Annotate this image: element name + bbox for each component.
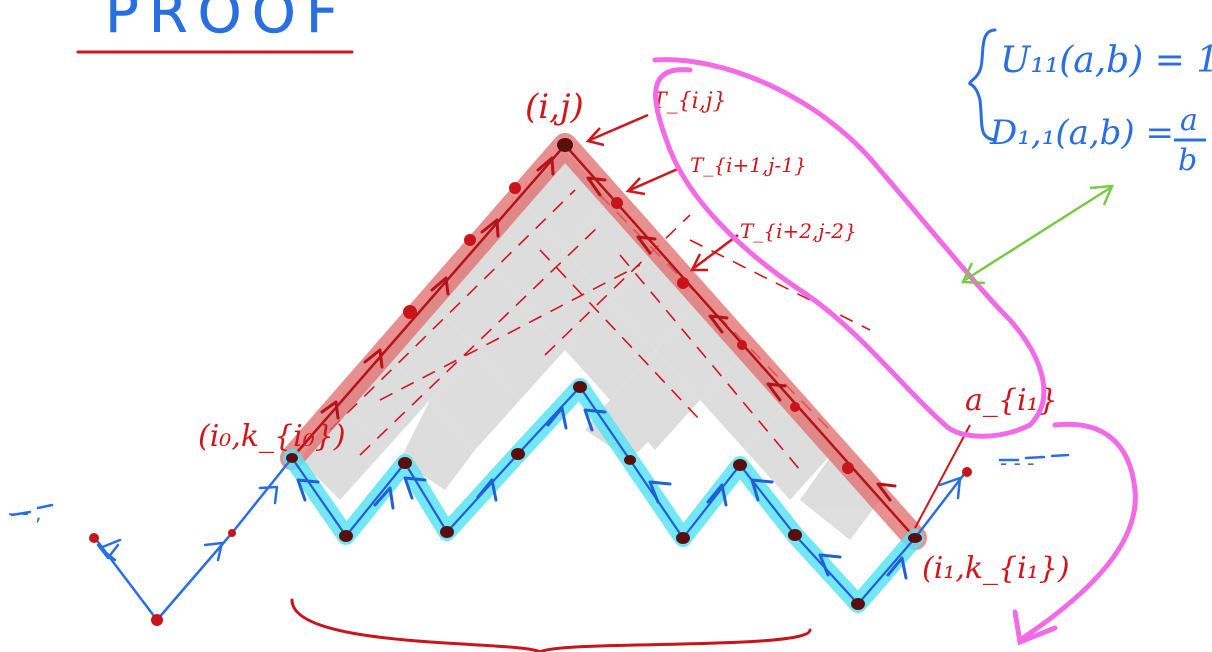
red-path-arrows <box>320 156 897 502</box>
equation-u: U₁₁(a,b) = 1 <box>1000 40 1212 81</box>
cyan-path-line <box>291 385 916 606</box>
magenta-arrow <box>1017 421 1138 643</box>
t-third-pointer-head <box>689 253 708 272</box>
t-top-label: T_{i,j} <box>652 89 727 114</box>
t-top-pointer <box>589 113 649 142</box>
equation-d-prefix: D₁,₁(a,b) = <box>989 113 1174 153</box>
a-pointer <box>914 424 971 529</box>
dots-left: - - , <box>8 501 42 525</box>
t-second-pointer-head <box>625 177 646 196</box>
t-top-pointer-head <box>585 127 605 147</box>
right-base-label: (i₁,k_{i₁}) <box>922 551 1070 586</box>
green-arrowhead-end <box>1089 184 1114 206</box>
magenta-arrowhead <box>1012 609 1058 646</box>
dots-right: - - - <box>1000 451 1034 475</box>
green-arrowhead-start <box>961 262 986 285</box>
equation-d-numerator: a <box>1180 103 1198 138</box>
outer-blue-path <box>10 453 1070 622</box>
t-second-pointer <box>629 166 681 192</box>
apex-label: (i,j) <box>525 87 584 127</box>
vertex-dots <box>286 138 922 610</box>
t-third-label: T_{i+2,j-2} <box>740 219 857 243</box>
magenta-loop <box>652 57 1047 439</box>
equation-brace <box>968 28 997 142</box>
green-double-arrow <box>964 186 1111 282</box>
left-base-label: (i₀,k_{i₀}) <box>198 419 346 454</box>
blue-path-arrows <box>296 406 908 580</box>
title-text: PROOF <box>105 0 348 46</box>
red-boundary-dots <box>89 182 972 626</box>
underbrace <box>290 598 812 652</box>
t-third-pointer <box>693 234 739 269</box>
t-second-label: T_{i+1,j-1} <box>690 153 807 177</box>
equation-d-denominator: b <box>1178 143 1197 178</box>
